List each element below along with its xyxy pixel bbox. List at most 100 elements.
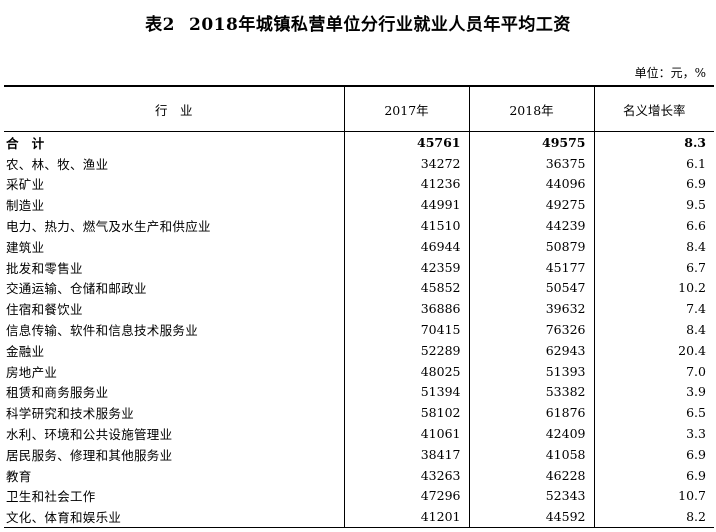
table-row: 信息传输、软件和信息技术服务业 70415 76326 8.4	[4, 319, 714, 340]
table-row: 建筑业 46944 50879 8.4	[4, 235, 714, 257]
value-2018-cell: 39632	[468, 298, 594, 320]
value-2018-cell: 76326	[468, 319, 594, 340]
growth-rate-cell: 3.3	[593, 423, 714, 444]
value-2018-cell: 41058	[468, 443, 594, 465]
industry-cell: 农、林、牧、渔业	[6, 156, 109, 172]
value-2017-cell: 41201	[343, 506, 469, 529]
header-2018: 2018年	[468, 86, 594, 132]
industry-cell: 批发和零售业	[6, 260, 83, 276]
header-growth: 名义增长率	[593, 86, 714, 132]
industry-cell: 教育	[6, 468, 32, 484]
value-2018-cell: 50879	[468, 235, 594, 257]
value-2017-cell: 36886	[343, 298, 469, 320]
value-2017-cell: 42359	[343, 256, 469, 278]
table-row: 住宿和餐饮业 36886 39632 7.4	[4, 298, 714, 320]
table-number: 表2	[145, 15, 175, 35]
table-row: 批发和零售业 42359 45177 6.7	[4, 256, 714, 278]
growth-rate-cell: 6.7	[593, 256, 714, 278]
value-2017-cell: 45852	[343, 277, 469, 299]
table-row: 水利、环境和公共设施管理业 41061 42409 3.3	[4, 423, 714, 444]
growth-rate-cell: 8.3	[593, 131, 714, 153]
industry-cell: 文化、体育和娱乐业	[4, 506, 344, 529]
table-row: 居民服务、修理和其他服务业 38417 41058 6.9	[4, 443, 714, 465]
industry-cell: 居民服务、修理和其他服务业	[6, 447, 173, 463]
industry-cell: 金融业	[6, 343, 45, 359]
value-2018-cell: 45177	[468, 256, 594, 278]
value-2018-cell: 49575	[468, 131, 594, 153]
industry-cell: 合 计	[6, 135, 45, 151]
table-row: 租赁和商务服务业 51394 53382 3.9	[4, 381, 714, 403]
table-row: 交通运输、仓储和邮政业 45852 50547 10.2	[4, 277, 714, 299]
value-2018-cell: 49275	[468, 194, 594, 216]
value-2017-cell: 47296	[343, 485, 469, 507]
table-title: 表2 2018年城镇私营单位分行业就业人员年平均工资	[0, 10, 716, 35]
growth-rate-cell: 6.9	[593, 173, 714, 195]
industry-cell: 信息传输、软件和信息技术服务业	[6, 323, 199, 339]
industry-cell: 制造业	[6, 198, 45, 214]
value-2017-cell: 43263	[343, 464, 469, 486]
growth-rate-cell: 6.9	[593, 464, 714, 486]
industry-cell: 交通运输、仓储和邮政业	[6, 281, 147, 297]
industry-cell: 住宿和餐饮业	[6, 302, 83, 318]
unit-note: 单位：元，%	[634, 66, 706, 80]
value-2018-cell: 50547	[468, 277, 594, 299]
growth-rate-cell: 6.6	[593, 215, 714, 236]
value-2017-cell: 38417	[343, 443, 469, 465]
growth-rate-cell: 6.9	[593, 443, 714, 465]
value-2018-cell: 61876	[468, 402, 594, 424]
value-2018-cell: 53382	[468, 381, 594, 403]
value-2017-cell: 51394	[343, 381, 469, 403]
growth-rate-cell: 8.4	[593, 319, 714, 340]
growth-rate-cell: 7.4	[593, 298, 714, 320]
value-2018-cell: 44239	[468, 215, 594, 236]
table-title-text: 2018年城镇私营单位分行业就业人员年平均工资	[189, 15, 571, 35]
industry-cell: 建筑业	[6, 239, 45, 255]
table-row: 合 计 45761 49575 8.3	[4, 131, 714, 153]
table-row: 电力、热力、燃气及水生产和供应业 41510 44239 6.6	[4, 215, 714, 236]
value-2018-cell: 51393	[468, 360, 594, 382]
table-row: 农、林、牧、渔业 34272 36375 6.1	[4, 152, 714, 174]
header-row: 行 业 2017年 2018年 名义增长率	[4, 86, 714, 132]
growth-rate-cell: 8.2	[593, 506, 714, 529]
table-row: 科学研究和技术服务业 58102 61876 6.5	[4, 402, 714, 424]
growth-rate-cell: 6.5	[593, 402, 714, 424]
value-2017-cell: 41510	[343, 215, 469, 236]
value-2017-cell: 48025	[343, 360, 469, 382]
value-2017-cell: 34272	[343, 152, 469, 174]
value-2018-cell: 44592	[468, 506, 594, 529]
growth-rate-cell: 20.4	[593, 339, 714, 361]
value-2017-cell: 58102	[343, 402, 469, 424]
value-2018-cell: 62943	[468, 339, 594, 361]
industry-cell: 租赁和商务服务业	[6, 385, 109, 401]
table-row: 房地产业 48025 51393 7.0	[4, 360, 714, 382]
table-row: 金融业 52289 62943 20.4	[4, 339, 714, 361]
growth-rate-cell: 6.1	[593, 152, 714, 174]
industry-cell: 水利、环境和公共设施管理业	[6, 427, 173, 443]
industry-cell: 电力、热力、燃气及水生产和供应业	[6, 219, 211, 235]
value-2018-cell: 42409	[468, 423, 594, 444]
table-body: 合 计 45761 49575 8.3 农、林、牧、渔业 34272 36375 6.1 采矿业…	[4, 131, 714, 529]
value-2017-cell: 44991	[343, 194, 469, 216]
header-2017: 2017年	[343, 86, 469, 132]
value-2017-cell: 70415	[343, 319, 469, 340]
value-2018-cell: 46228	[468, 464, 594, 486]
growth-rate-cell: 10.7	[593, 485, 714, 507]
value-2018-cell: 44096	[468, 173, 594, 195]
industry-cell: 科学研究和技术服务业	[6, 406, 135, 422]
value-2017-cell: 52289	[343, 339, 469, 361]
value-2017-cell: 41236	[343, 173, 469, 195]
value-2018-cell: 52343	[468, 485, 594, 507]
table-row: 文化、体育和娱乐业 41201 44592 8.2	[4, 506, 714, 529]
growth-rate-cell: 3.9	[593, 381, 714, 403]
industry-cell: 卫生和社会工作	[6, 489, 96, 505]
header-industry: 行 业	[4, 86, 344, 132]
industry-cell: 房地产业	[6, 364, 58, 380]
growth-rate-cell: 10.2	[593, 277, 714, 299]
table-row: 卫生和社会工作 47296 52343 10.7	[4, 485, 714, 507]
table-row: 采矿业 41236 44096 6.9	[4, 173, 714, 195]
wage-table: 行 业 2017年 2018年 名义增长率 合 计 45761 49575 8.3 农、…	[4, 85, 714, 529]
value-2017-cell: 46944	[343, 235, 469, 257]
growth-rate-cell: 7.0	[593, 360, 714, 382]
value-2017-cell: 41061	[343, 423, 469, 444]
value-2018-cell: 36375	[468, 152, 594, 174]
